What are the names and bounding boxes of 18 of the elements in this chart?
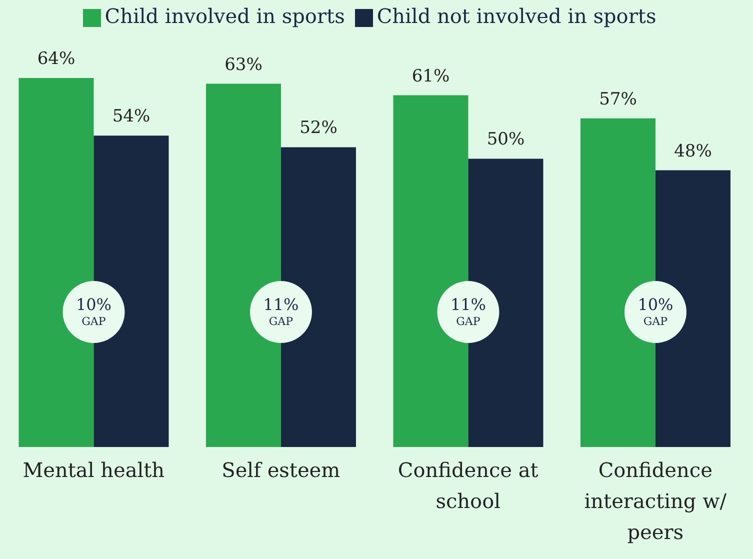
annotation: 10% GAP — [76, 295, 112, 328]
annotation: 10% GAP — [638, 295, 674, 328]
data-label: 63% — [224, 54, 262, 75]
x-tick-label: Self esteem — [222, 458, 340, 482]
x-tick-label: Mental health — [22, 458, 165, 482]
data-label: 57% — [599, 89, 637, 110]
data-label: 54% — [112, 106, 150, 127]
data-label: 64% — [37, 49, 76, 69]
data-label: 61% — [412, 66, 450, 86]
data-label: 50% — [486, 130, 525, 150]
data-label: 48% — [674, 141, 712, 162]
legend-label: Child involved in sports — [104, 4, 345, 28]
x-tick-label: Confidence at school — [398, 458, 538, 513]
annotation: 11% GAP — [450, 295, 486, 328]
data-label: 52% — [300, 118, 338, 138]
legend-label: Child not involved in sports — [376, 4, 656, 28]
annotation: 11% GAP — [263, 295, 299, 328]
x-tick-label: Confidence interacting w/ peers — [584, 458, 727, 544]
